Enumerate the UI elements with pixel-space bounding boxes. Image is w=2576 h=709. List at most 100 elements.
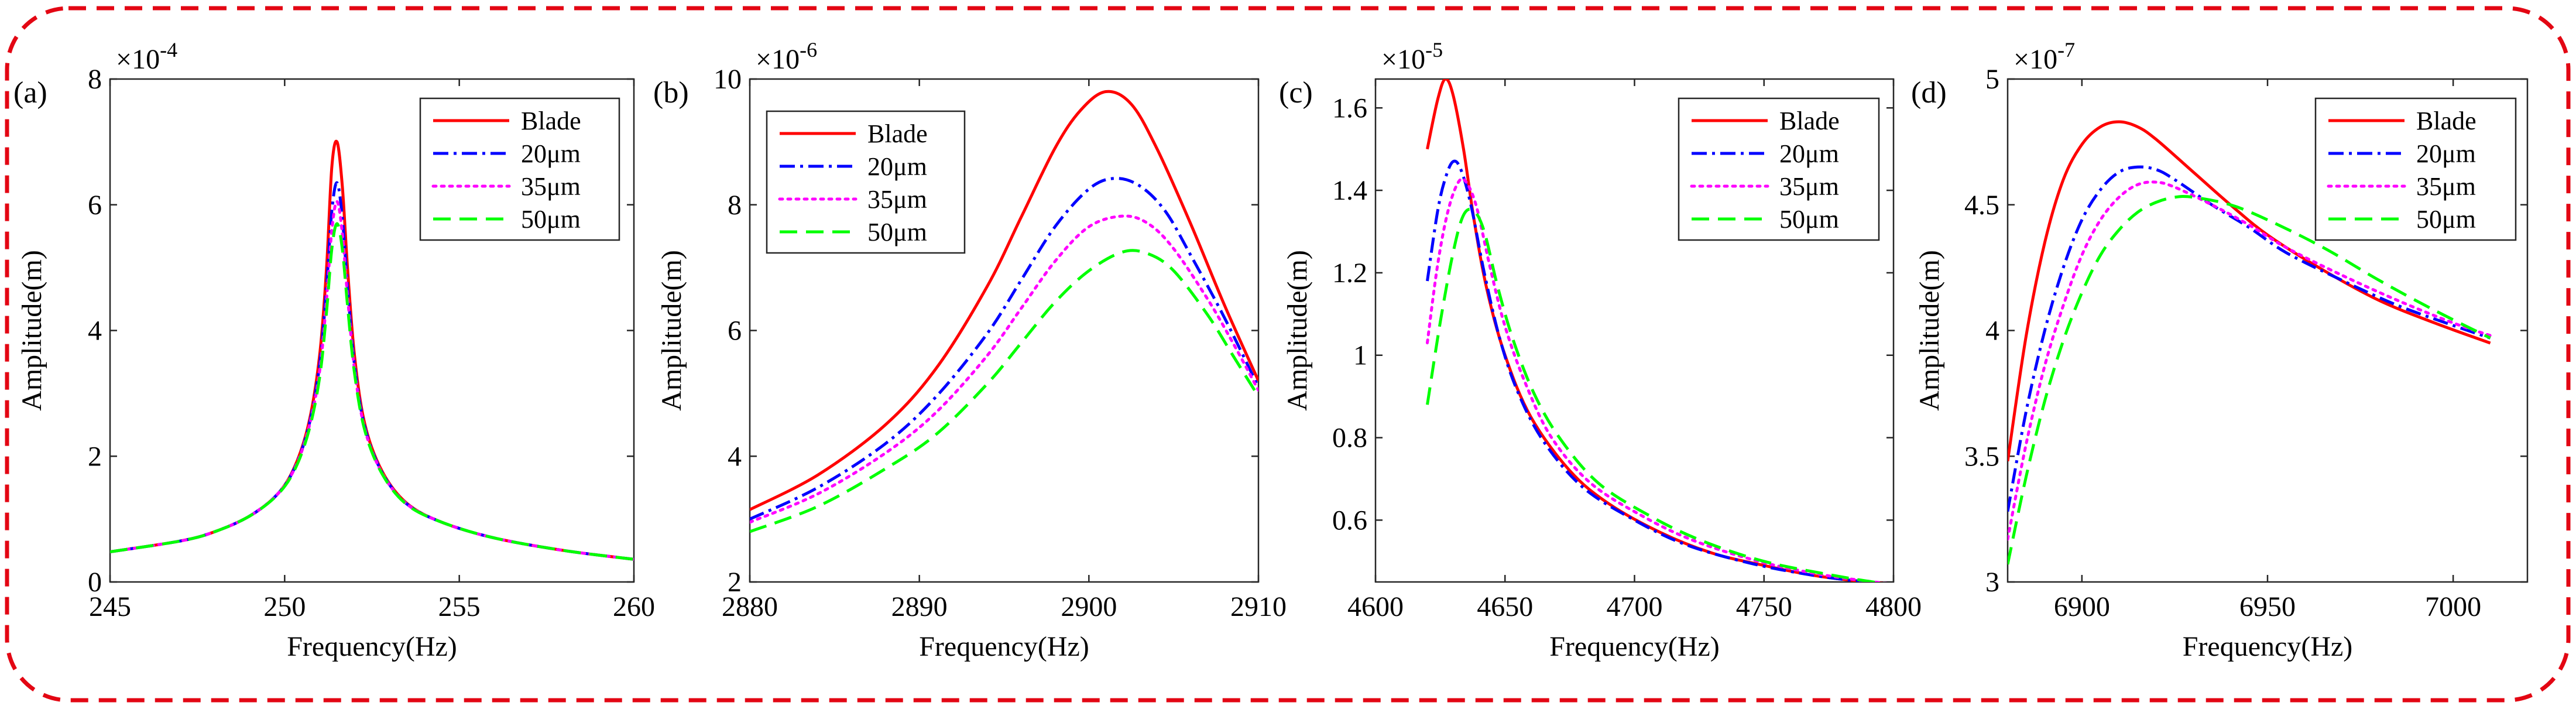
x-tick-label: 245 (89, 591, 131, 622)
series-line-50um (2008, 195, 2491, 565)
series-group (1426, 79, 1888, 582)
panel-label: (b) (653, 76, 689, 109)
y-axis-label: Amplitude(m) (656, 250, 687, 411)
legend-label: Blade (2416, 107, 2476, 135)
axis-multiplier-base: ×10 (116, 44, 160, 75)
y-tick-label: 5 (1985, 64, 1999, 95)
y-tick-label: 1 (1353, 340, 1367, 371)
legend-label: Blade (521, 107, 581, 135)
chart-panel: 245 250 255 260 0 2 4 6 8 Blade 20μm 35μm 50μm ×10-4 F… (13, 38, 655, 662)
x-tick-label: 255 (438, 591, 481, 622)
chart-panel: 2880 2890 2900 2910 2 4 6 8 10 Blade 20μm 35μm 50μm ×… (653, 38, 1287, 662)
legend: Blade 20μm 35μm 50μm (1678, 97, 1880, 241)
legend-label: 20μm (521, 139, 581, 168)
x-tick-label: 4700 (1607, 591, 1663, 622)
legend: Blade 20μm 35μm 50μm (2314, 97, 2517, 241)
legend-label: 20μm (2416, 139, 2476, 168)
series-line-35um (2008, 180, 2492, 541)
axis-multiplier-base: ×10 (756, 44, 800, 75)
y-tick-label: 6 (728, 316, 742, 347)
legend-label: 20μm (867, 152, 927, 181)
legend-label: 35μm (1779, 172, 1839, 201)
legend-label: 50μm (2416, 205, 2476, 234)
x-tick-label: 2910 (1230, 591, 1287, 622)
y-tick-label: 2 (728, 567, 742, 598)
series-line-Blade (750, 90, 1258, 511)
y-tick-label: 2 (88, 441, 102, 472)
series-line-35um (750, 214, 1258, 524)
axis-multiplier-exponent: -7 (2057, 38, 2075, 61)
x-tick-label: 250 (263, 591, 306, 622)
y-tick-label: 4.5 (1964, 190, 1999, 221)
legend-label: 50μm (521, 205, 581, 234)
axis-multiplier: ×10-6 (756, 38, 817, 75)
series-line-50um (1426, 207, 1886, 582)
series-line-50um (750, 249, 1258, 533)
legend-label: 50μm (1779, 205, 1839, 234)
legend-label: 35μm (521, 172, 581, 201)
series-group (2008, 120, 2492, 565)
legend-label: 35μm (867, 185, 927, 214)
y-tick-label: 10 (714, 64, 742, 95)
y-tick-label: 3.5 (1964, 441, 1999, 472)
x-tick-label: 4650 (1477, 591, 1533, 622)
axis-multiplier: ×10-4 (116, 38, 177, 75)
y-tick-label: 4 (728, 441, 742, 472)
figure-border (5, 6, 2571, 703)
y-tick-label: 1.4 (1332, 175, 1367, 206)
legend-label: 35μm (2416, 172, 2476, 201)
chart-panel: 4600 4650 4700 4750 4800 0.6 0.8 1 1.2 1.4 1.6 Blad… (1279, 38, 1922, 662)
y-axis-label: Amplitude(m) (16, 250, 47, 411)
y-tick-label: 1.6 (1332, 93, 1367, 124)
axis-multiplier-exponent: -5 (1425, 38, 1443, 61)
y-tick-label: 6 (88, 190, 102, 221)
legend-label: 20μm (1779, 139, 1839, 168)
x-tick-label: 4750 (1736, 591, 1792, 622)
axis-multiplier-exponent: -6 (800, 38, 817, 61)
series-group (750, 90, 1258, 533)
panel-label: (d) (1911, 76, 1947, 109)
legend: Blade 20μm 35μm 50μm (419, 97, 620, 241)
series-group (110, 139, 634, 561)
y-axis-label: Amplitude(m) (1282, 250, 1313, 411)
axis-multiplier-base: ×10 (1381, 44, 1425, 75)
y-tick-label: 0.6 (1332, 505, 1367, 536)
chart-panel: 6900 6950 7000 3 3.5 4 4.5 5 Blade 20μm 35μm 50μm ×1… (1911, 38, 2529, 662)
panel-label: (a) (13, 76, 47, 109)
x-tick-label: 2900 (1061, 591, 1117, 622)
series-line-20um (750, 177, 1258, 520)
series-line-Blade (2008, 120, 2491, 462)
y-tick-label: 1.2 (1332, 258, 1367, 289)
legend-label: Blade (1779, 107, 1840, 135)
x-tick-label: 260 (613, 591, 655, 622)
y-tick-label: 3 (1985, 567, 1999, 598)
x-axis-label: Frequency(Hz) (2183, 631, 2353, 662)
y-tick-label: 4 (1985, 316, 1999, 347)
x-tick-label: 4600 (1347, 591, 1404, 622)
panel-label: (c) (1279, 76, 1313, 109)
x-tick-label: 4800 (1865, 591, 1922, 622)
x-axis-label: Frequency(Hz) (919, 631, 1089, 662)
x-tick-label: 2890 (891, 591, 948, 622)
legend: Blade 20μm 35μm 50μm (766, 110, 966, 254)
axis-multiplier: ×10-7 (2014, 38, 2075, 75)
series-line-20um (2008, 165, 2491, 512)
axis-multiplier-exponent: -4 (160, 38, 177, 61)
x-axis-label: Frequency(Hz) (287, 631, 457, 662)
series-line-50um (110, 222, 634, 561)
axis-multiplier-base: ×10 (2014, 44, 2057, 75)
x-tick-label: 6950 (2239, 591, 2296, 622)
x-tick-label: 7000 (2425, 591, 2481, 622)
x-tick-label: 6900 (2054, 591, 2110, 622)
y-tick-label: 8 (88, 64, 102, 95)
y-tick-label: 8 (728, 190, 742, 221)
x-axis-label: Frequency(Hz) (1549, 631, 1720, 662)
y-tick-label: 0.8 (1332, 423, 1367, 454)
legend-label: 50μm (867, 218, 927, 246)
axis-multiplier: ×10-5 (1381, 38, 1443, 75)
legend-label: Blade (867, 119, 928, 148)
y-tick-label: 0 (88, 567, 102, 598)
x-tick-label: 2880 (722, 591, 778, 622)
series-line-20um (1426, 159, 1885, 582)
